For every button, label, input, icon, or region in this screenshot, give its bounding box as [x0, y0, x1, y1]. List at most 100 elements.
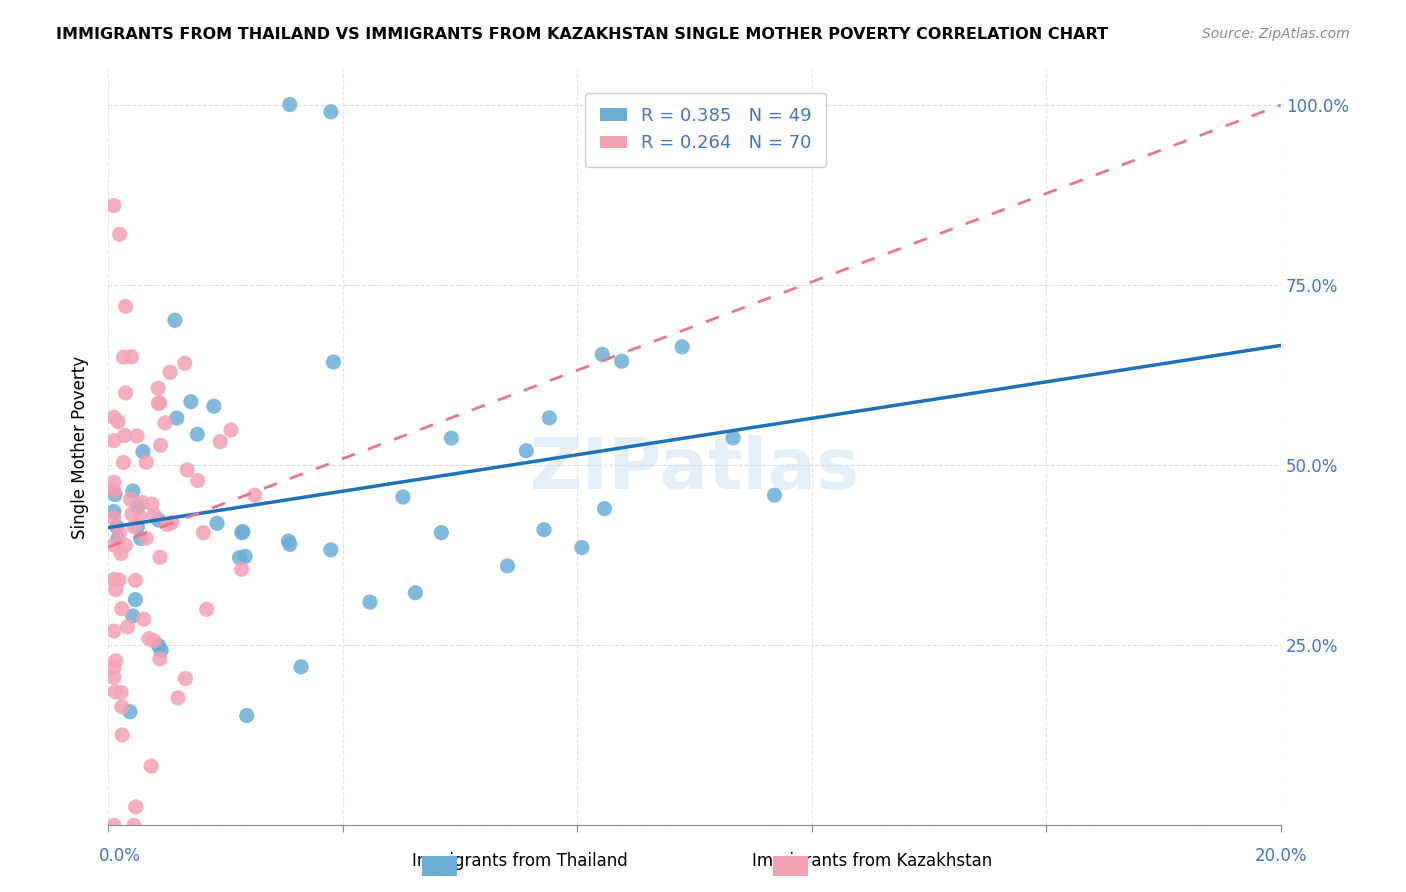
Immigrants from Thailand: [132, 444, 155, 458]
Immigrants from Kazakhstan: [103, 573, 125, 587]
Immigrants from Kazakhstan: [149, 396, 172, 410]
Text: 20.0%: 20.0%: [1256, 847, 1308, 865]
Immigrants from Thailand: [231, 525, 253, 540]
Immigrants from Thailand: [515, 443, 537, 458]
Immigrants from Kazakhstan: [103, 475, 125, 490]
Immigrants from Kazakhstan: [125, 800, 148, 814]
Immigrants from Kazakhstan: [142, 633, 165, 648]
Immigrants from Thailand: [105, 519, 128, 533]
Immigrants from Kazakhstan: [122, 520, 145, 534]
Immigrants from Thailand: [148, 513, 170, 527]
Immigrants from Thailand: [763, 488, 786, 502]
Text: IMMIGRANTS FROM THAILAND VS IMMIGRANTS FROM KAZAKHSTAN SINGLE MOTHER POVERTY COR: IMMIGRANTS FROM THAILAND VS IMMIGRANTS F…: [56, 27, 1108, 42]
Immigrants from Thailand: [571, 541, 593, 555]
Immigrants from Thailand: [538, 410, 561, 425]
Immigrants from Kazakhstan: [143, 508, 166, 522]
Immigrants from Kazakhstan: [103, 624, 125, 639]
Immigrants from Thailand: [205, 516, 228, 531]
Immigrants from Kazakhstan: [195, 602, 218, 616]
Immigrants from Kazakhstan: [104, 654, 127, 668]
Immigrants from Thailand: [121, 609, 143, 624]
Immigrants from Kazakhstan: [117, 620, 139, 634]
Immigrants from Kazakhstan: [103, 483, 125, 498]
Immigrants from Kazakhstan: [167, 690, 190, 705]
Immigrants from Thailand: [148, 639, 170, 653]
Immigrants from Thailand: [186, 427, 208, 442]
Immigrants from Kazakhstan: [111, 699, 134, 714]
Text: 0.0%: 0.0%: [98, 847, 141, 865]
Immigrants from Kazakhstan: [219, 423, 242, 437]
Immigrants from Thailand: [104, 487, 127, 501]
Immigrants from Thailand: [150, 643, 173, 657]
Y-axis label: Single Mother Poverty: Single Mother Poverty: [72, 355, 89, 539]
Immigrants from Kazakhstan: [120, 492, 142, 507]
Immigrants from Thailand: [319, 104, 342, 119]
Immigrants from Kazakhstan: [108, 525, 131, 540]
Immigrants from Kazakhstan: [122, 818, 145, 832]
Text: Immigrants from Thailand: Immigrants from Thailand: [412, 852, 628, 870]
Immigrants from Kazakhstan: [153, 416, 176, 430]
Immigrants from Kazakhstan: [131, 495, 153, 509]
Immigrants from Thailand: [359, 595, 381, 609]
Immigrants from Thailand: [496, 558, 519, 573]
Immigrants from Kazakhstan: [243, 488, 266, 502]
Immigrants from Kazakhstan: [104, 582, 127, 597]
Immigrants from Kazakhstan: [135, 531, 157, 545]
Immigrants from Kazakhstan: [114, 385, 136, 400]
Immigrants from Kazakhstan: [135, 455, 157, 469]
Immigrants from Kazakhstan: [149, 652, 172, 666]
Immigrants from Kazakhstan: [121, 507, 143, 521]
Immigrants from Thailand: [440, 431, 463, 445]
Immigrants from Kazakhstan: [112, 350, 135, 364]
Immigrants from Kazakhstan: [156, 517, 179, 532]
Immigrants from Thailand: [118, 705, 141, 719]
Immigrants from Thailand: [202, 399, 225, 413]
Immigrants from Kazakhstan: [141, 759, 163, 773]
Legend: R = 0.385   N = 49, R = 0.264   N = 70: R = 0.385 N = 49, R = 0.264 N = 70: [585, 93, 827, 167]
Immigrants from Thailand: [232, 524, 254, 539]
Immigrants from Thailand: [277, 534, 299, 549]
Immigrants from Kazakhstan: [104, 684, 127, 698]
Immigrants from Kazakhstan: [103, 510, 125, 524]
Immigrants from Thailand: [127, 520, 149, 534]
Immigrants from Thailand: [163, 313, 186, 327]
Immigrants from Kazakhstan: [108, 227, 131, 242]
Immigrants from Kazakhstan: [112, 455, 135, 469]
Immigrants from Kazakhstan: [110, 547, 132, 561]
Immigrants from Thailand: [180, 394, 202, 409]
Immigrants from Thailand: [278, 537, 301, 551]
Immigrants from Kazakhstan: [103, 660, 125, 674]
Immigrants from Kazakhstan: [209, 434, 232, 449]
Immigrants from Thailand: [322, 355, 344, 369]
Immigrants from Kazakhstan: [231, 562, 253, 576]
Immigrants from Thailand: [127, 500, 149, 514]
Immigrants from Kazakhstan: [159, 365, 181, 379]
Immigrants from Thailand: [166, 411, 188, 425]
Immigrants from Thailand: [671, 340, 693, 354]
Immigrants from Kazakhstan: [103, 818, 125, 832]
Immigrants from Kazakhstan: [108, 573, 131, 587]
Immigrants from Thailand: [319, 542, 342, 557]
Text: ZIPatlas: ZIPatlas: [530, 435, 859, 504]
Immigrants from Kazakhstan: [149, 438, 172, 452]
Immigrants from Kazakhstan: [146, 381, 169, 395]
Immigrants from Thailand: [404, 585, 426, 599]
Immigrants from Thailand: [233, 549, 256, 564]
Immigrants from Kazakhstan: [125, 429, 148, 443]
Immigrants from Kazakhstan: [173, 356, 195, 370]
Immigrants from Kazakhstan: [110, 685, 132, 699]
Immigrants from Thailand: [721, 431, 744, 445]
Immigrants from Kazakhstan: [114, 300, 136, 314]
Text: Immigrants from Kazakhstan: Immigrants from Kazakhstan: [752, 852, 991, 870]
Immigrants from Kazakhstan: [111, 601, 134, 615]
Immigrants from Kazakhstan: [103, 410, 125, 425]
Immigrants from Kazakhstan: [132, 612, 155, 626]
Immigrants from Thailand: [430, 525, 453, 540]
Text: Source: ZipAtlas.com: Source: ZipAtlas.com: [1202, 27, 1350, 41]
Immigrants from Thailand: [129, 532, 152, 546]
Immigrants from Thailand: [591, 347, 613, 361]
Immigrants from Kazakhstan: [114, 538, 136, 552]
Immigrants from Thailand: [593, 501, 616, 516]
Immigrants from Kazakhstan: [103, 670, 125, 684]
Immigrants from Kazakhstan: [120, 350, 142, 364]
